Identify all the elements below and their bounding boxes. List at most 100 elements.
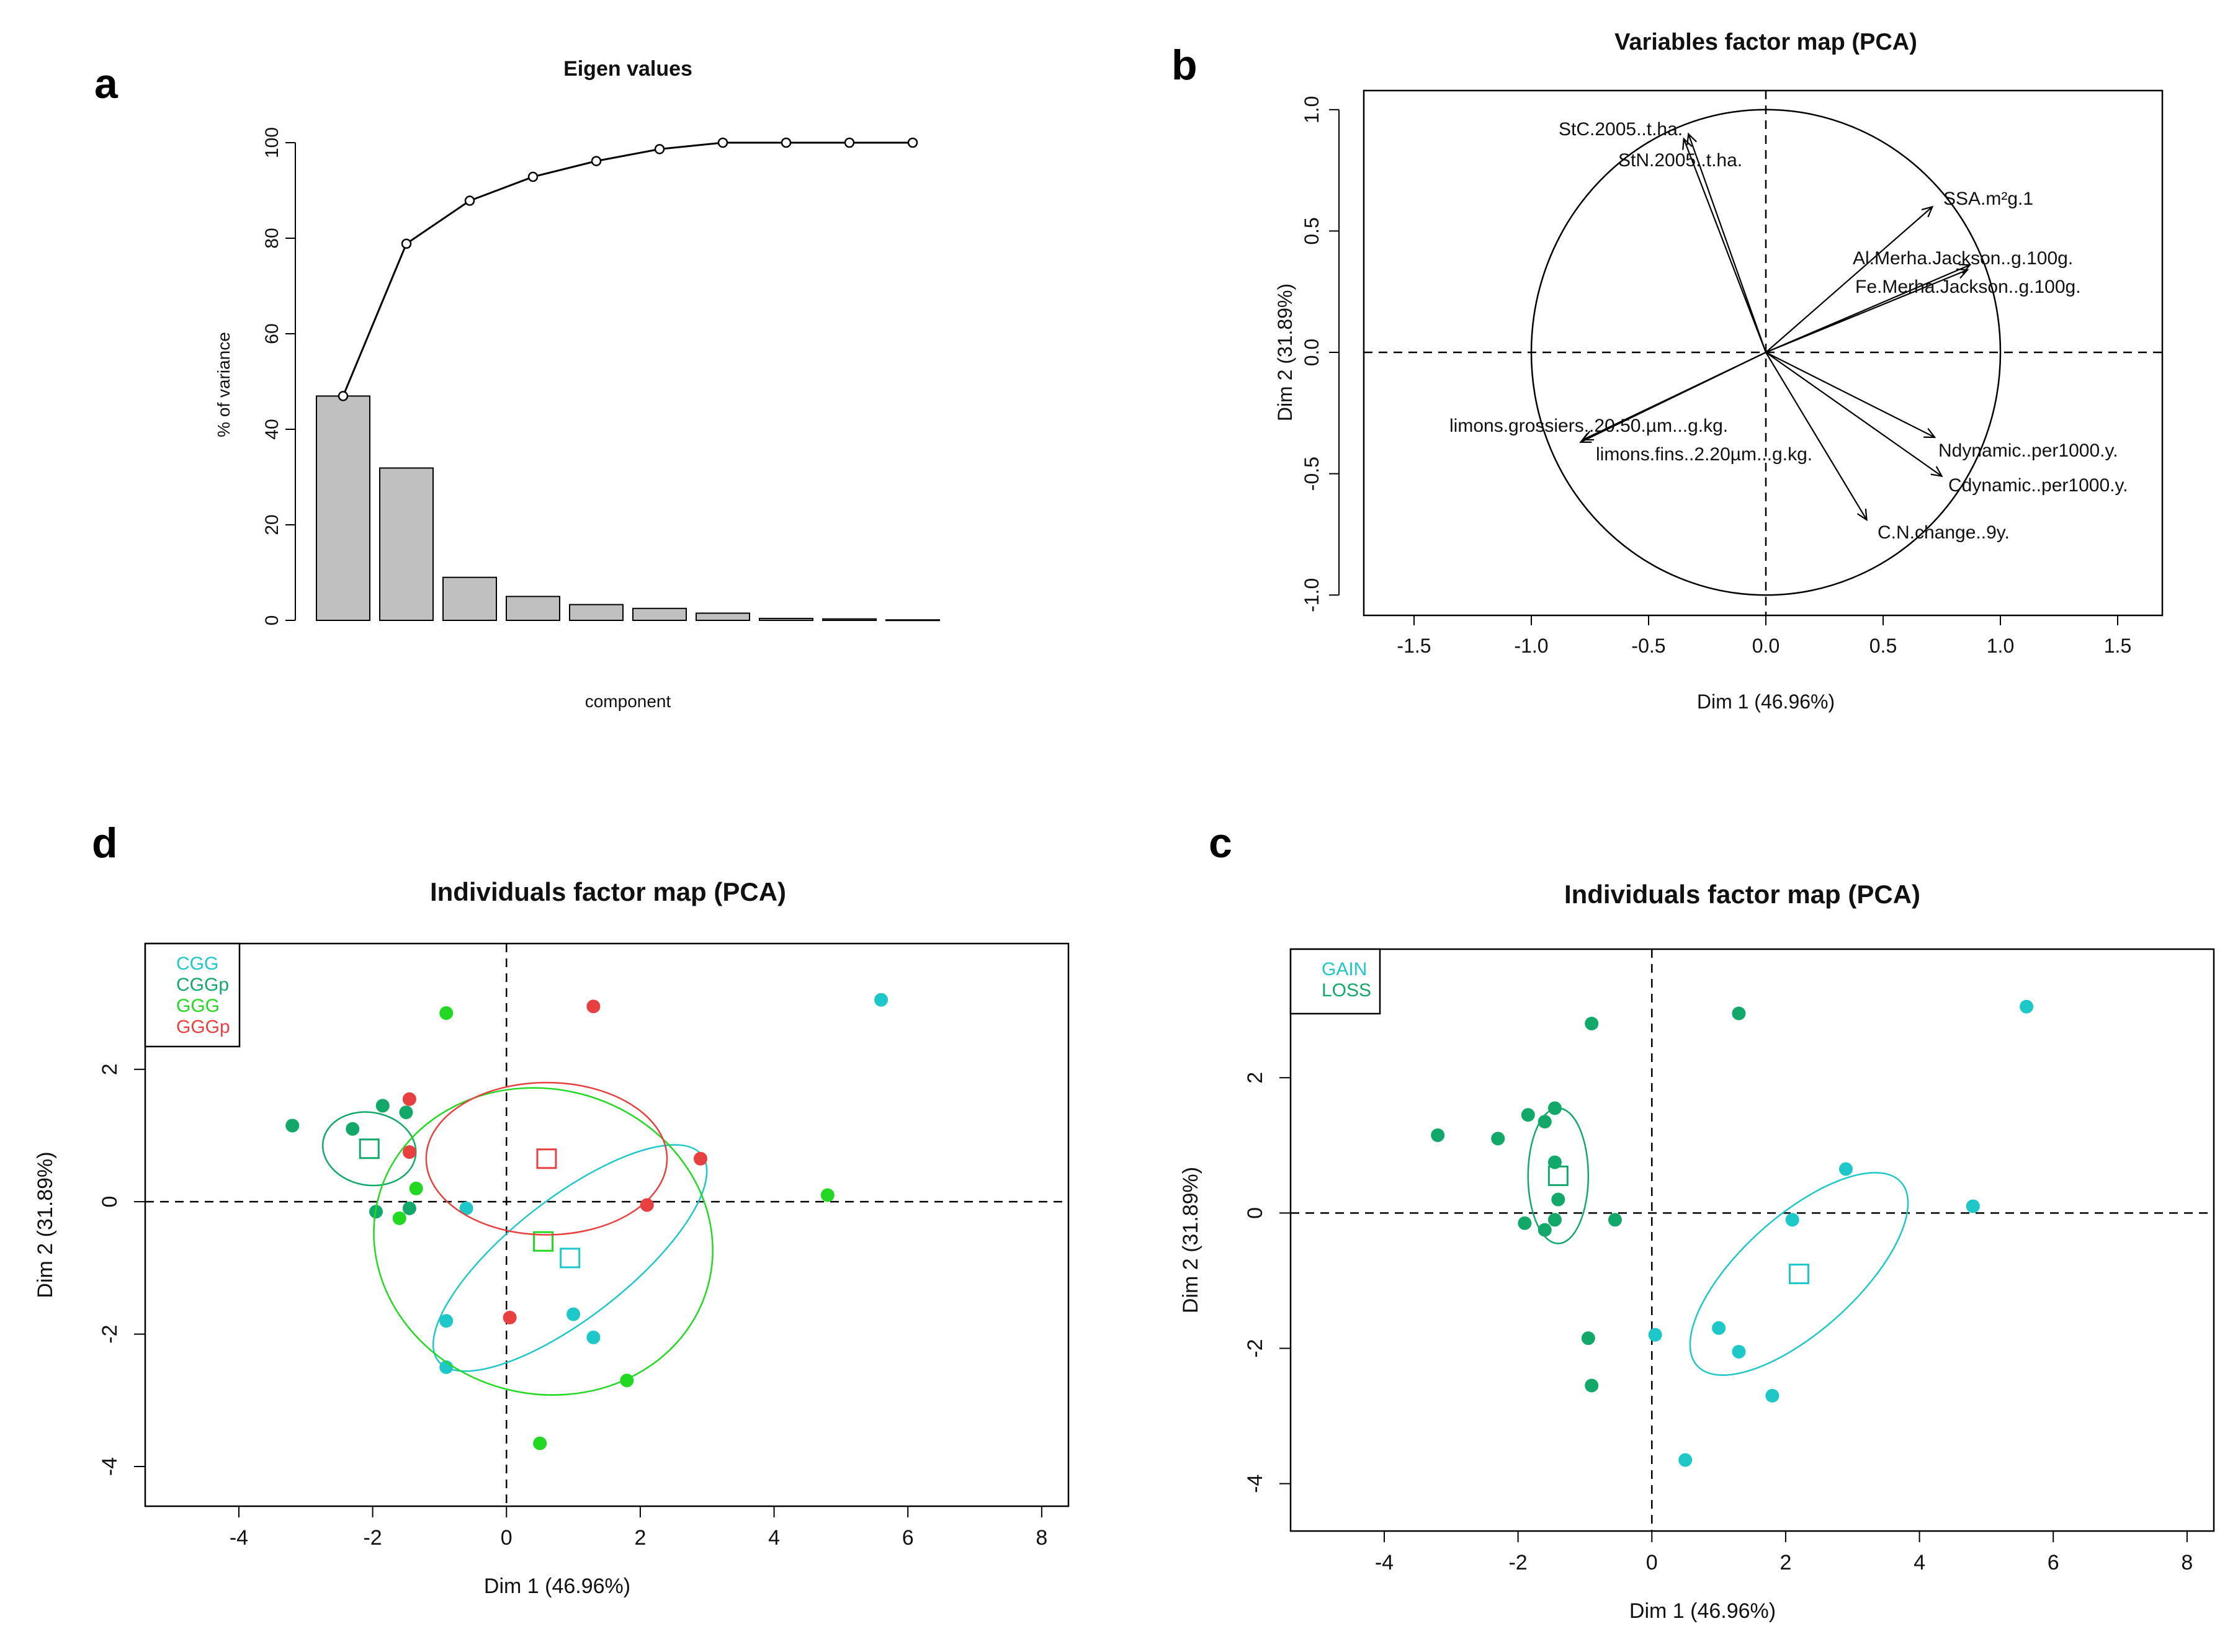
arrow-head <box>1686 132 1697 145</box>
center-marker-LOSS <box>1547 1165 1569 1186</box>
point-LOSS <box>1585 1378 1599 1393</box>
variable-label: Cdynamic..per1000.y. <box>1948 475 2128 496</box>
x-tick-label: -4 <box>230 1526 248 1550</box>
variable-arrow <box>1765 206 1933 353</box>
point-GGGp <box>402 1092 416 1106</box>
panel-letter-b: b <box>1171 42 1198 89</box>
bar <box>632 607 687 621</box>
panel-a-eigen-values: Eigen values 0 20 40 60 80 100 % of variance com… <box>214 57 940 711</box>
variable-arrow <box>1765 352 1943 477</box>
point-LOSS <box>1491 1132 1505 1146</box>
point-LOSS <box>1518 1216 1532 1230</box>
chart-title: Individuals factor map (PCA) <box>1564 880 1920 909</box>
chart-title: Individuals factor map (PCA) <box>430 877 786 906</box>
legend-entry-LOSS: LOSS <box>1322 980 1371 1001</box>
point-GGG <box>820 1188 835 1202</box>
point-GAIN <box>2020 999 2034 1014</box>
point-CGGp <box>285 1118 300 1133</box>
y-tick-label: 1.0 <box>1301 96 1323 123</box>
bar <box>569 604 624 622</box>
point-LOSS <box>1521 1108 1535 1122</box>
variable-label: limons.grossiers..20.50.µm...g.kg. <box>1449 416 1728 436</box>
x-tick-label: 1.5 <box>2104 635 2131 657</box>
center-marker-GAIN <box>1788 1264 1809 1285</box>
variable-arrow <box>1765 269 1968 354</box>
center-marker-CGGp <box>359 1138 380 1159</box>
y-tick-label: -4 <box>98 1457 122 1476</box>
y-tick-label: -2 <box>98 1324 122 1343</box>
point-GGG <box>409 1181 423 1195</box>
point-GGGp <box>503 1310 517 1324</box>
variable-label: StC.2005..t.ha. <box>1559 119 1683 140</box>
x-tick-label: 2 <box>634 1526 646 1550</box>
bar <box>822 618 877 622</box>
confidence-ellipse-CGG <box>432 1144 708 1372</box>
legend-entry-GGG: GGG <box>176 996 220 1016</box>
center-marker-CGG <box>560 1248 581 1269</box>
point-GGGp <box>586 999 601 1014</box>
point-GGG <box>439 1006 454 1020</box>
legend-entry-GGGp: GGGp <box>176 1017 230 1037</box>
point-GAIN <box>1966 1199 1980 1213</box>
x-tick-label: 1.0 <box>1987 635 2014 657</box>
variable-label: Al.Merha.Jackson..g.100g. <box>1853 248 2073 269</box>
cumulative-point <box>527 171 539 182</box>
legend-box <box>1289 948 1381 1015</box>
point-GAIN <box>1732 1344 1746 1359</box>
variable-label: SSA.m²g.1 <box>1943 189 2033 209</box>
point-CGG <box>586 1330 601 1344</box>
panel-letter-a: a <box>94 60 119 107</box>
variable-label: Ndynamic..per1000.y. <box>1938 440 2118 461</box>
point-LOSS <box>1431 1128 1445 1142</box>
y-tick-label: 20 <box>262 514 282 535</box>
point-CGG <box>874 993 889 1007</box>
x-tick-label: -1.5 <box>1397 635 1431 657</box>
point-GAIN <box>1712 1321 1726 1335</box>
legend-entry-CGG: CGG <box>176 953 218 974</box>
arrow-head <box>1956 268 1969 279</box>
point-LOSS <box>1585 1016 1599 1030</box>
arrow-head <box>1923 427 1936 439</box>
point-CGGp <box>375 1099 390 1113</box>
y-tick-label: 0 <box>1243 1207 1267 1219</box>
point-LOSS <box>1551 1192 1565 1207</box>
bar <box>696 612 750 622</box>
confidence-ellipse-GGGp <box>425 1081 668 1236</box>
y-axis-label: Dim 2 (31.89%) <box>1179 1167 1202 1313</box>
point-LOSS <box>1538 1223 1552 1237</box>
x-tick-label: 8 <box>1036 1526 1047 1550</box>
panel-d-individuals-factor-map: Individuals factor map (PCA) -4 -2 0 2 4 6 8 -4 -… <box>34 877 1070 1598</box>
point-LOSS <box>1608 1213 1622 1227</box>
plot-frame <box>1289 948 2215 1532</box>
point-GGG <box>392 1211 406 1225</box>
point-LOSS <box>1547 1101 1562 1115</box>
x-tick-label: -0.5 <box>1631 635 1665 657</box>
variable-arrow <box>1688 133 1767 353</box>
y-tick-label: 60 <box>262 323 282 344</box>
point-CGG <box>439 1314 454 1328</box>
x-tick-label: 0 <box>501 1526 513 1550</box>
panel-letter-d: d <box>92 819 118 867</box>
y-tick-label: -1.0 <box>1301 578 1323 612</box>
variable-label: Fe.Merha.Jackson..g.100g. <box>1855 277 2081 297</box>
point-LOSS <box>1547 1213 1562 1227</box>
x-tick-label: 0 <box>1646 1551 1658 1574</box>
x-tick-label: 6 <box>902 1526 914 1550</box>
cumulative-point <box>717 137 728 148</box>
confidence-ellipse-GAIN <box>1689 1172 1909 1376</box>
bar <box>379 467 434 622</box>
chart-title: Eigen values <box>563 57 692 81</box>
variable-arrow <box>1683 138 1767 353</box>
point-GGG <box>620 1373 634 1388</box>
x-tick-label: -4 <box>1375 1551 1394 1574</box>
bar <box>316 395 370 622</box>
center-marker-GGGp <box>536 1148 557 1169</box>
arrow-head <box>1930 466 1943 477</box>
cumulative-point <box>654 144 665 154</box>
cumulative-point <box>907 137 918 148</box>
x-tick-label: 8 <box>2181 1551 2193 1574</box>
point-CGG <box>566 1307 581 1321</box>
cumulative-point <box>401 238 412 249</box>
point-CGGp <box>346 1122 360 1136</box>
